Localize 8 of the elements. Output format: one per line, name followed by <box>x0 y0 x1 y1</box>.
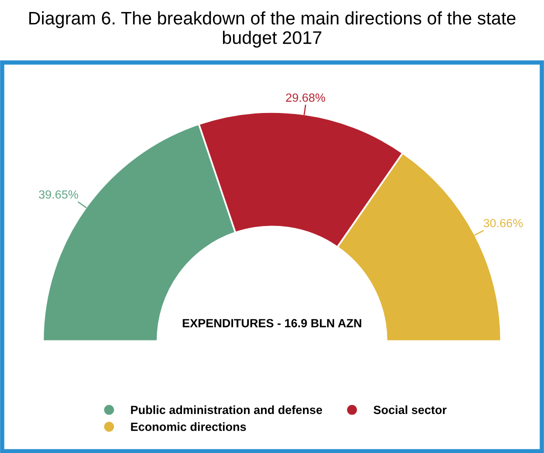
text: EXPENDITURES - 16.9 BLN AZN <box>182 318 362 328</box>
data-label: 29.68% <box>286 93 326 102</box>
chart-title: Diagram 6. The breakdown of the main directions of the state budget 2017 <box>29 11 516 48</box>
legend-label: Public administration and defense <box>131 405 322 414</box>
data-label: 30.66% <box>484 218 523 228</box>
legend-label: Economic directions <box>131 422 246 431</box>
data-label: 39.65% <box>38 190 78 199</box>
legend-label: Social sector <box>374 405 447 414</box>
